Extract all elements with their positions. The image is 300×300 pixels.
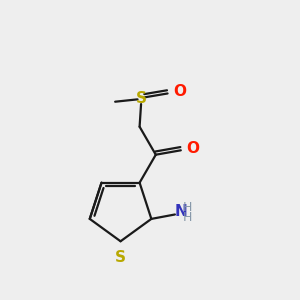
Text: S: S: [136, 91, 147, 106]
Text: H: H: [183, 201, 192, 214]
Text: S: S: [115, 250, 126, 265]
Text: O: O: [187, 141, 200, 156]
Text: N: N: [174, 204, 187, 219]
Text: H: H: [183, 211, 192, 224]
Text: O: O: [173, 85, 186, 100]
